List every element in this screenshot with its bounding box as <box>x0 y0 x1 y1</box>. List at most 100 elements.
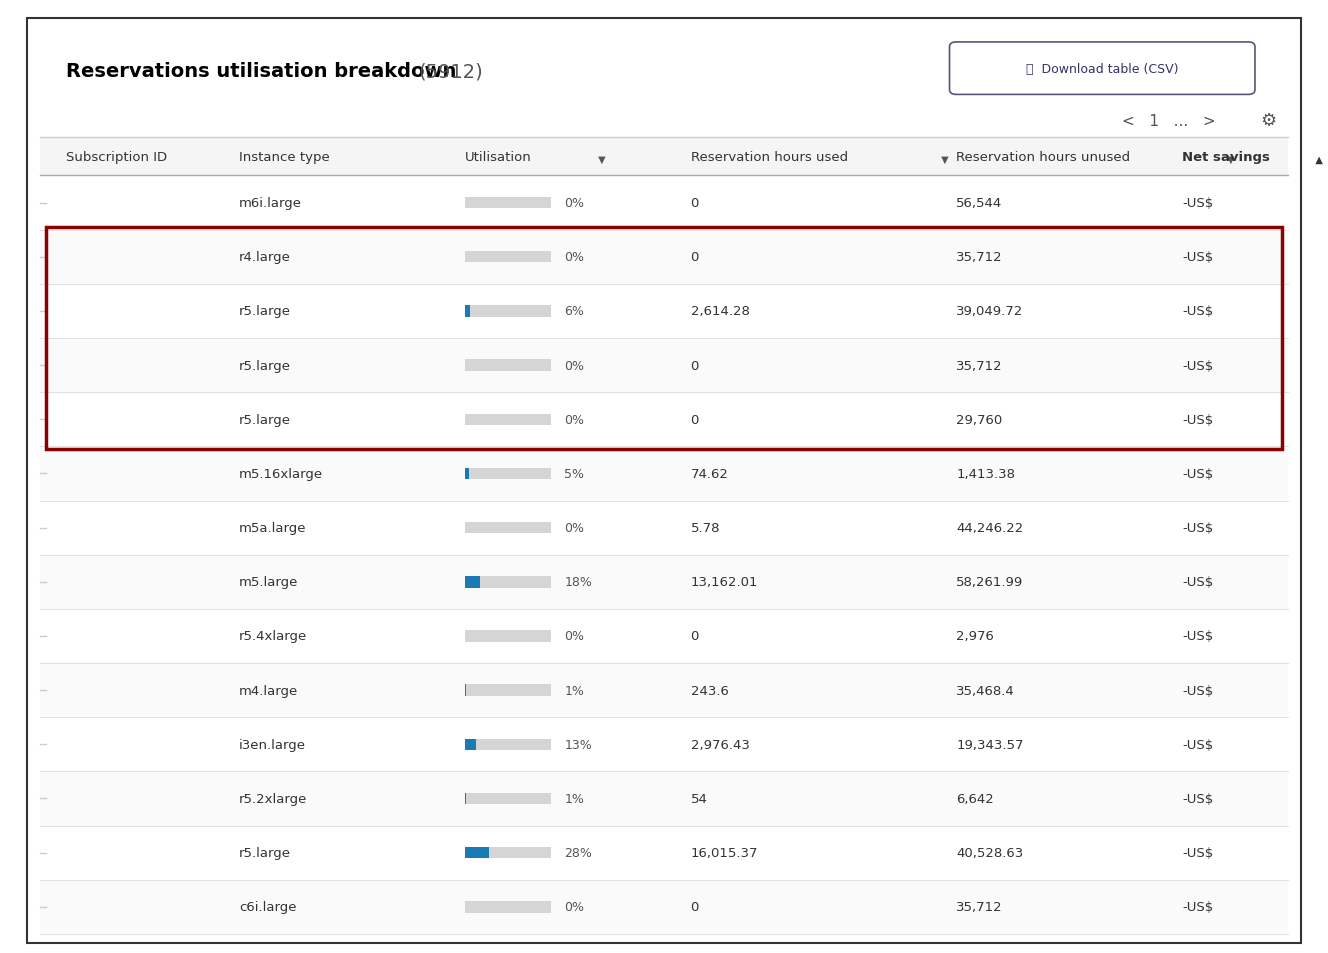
Text: 19,343.57: 19,343.57 <box>956 738 1024 751</box>
Text: 1,413.38: 1,413.38 <box>956 468 1015 480</box>
Bar <box>465 684 551 696</box>
Text: 0: 0 <box>691 251 699 264</box>
Text: 58,261.99: 58,261.99 <box>956 576 1024 589</box>
Bar <box>465 252 551 263</box>
Text: 40,528.63: 40,528.63 <box>956 846 1024 860</box>
Bar <box>40 825 1288 880</box>
Bar <box>465 739 551 750</box>
Bar <box>465 902 551 913</box>
Bar <box>40 176 1288 231</box>
Text: 56,544: 56,544 <box>956 197 1003 210</box>
Text: -US$: -US$ <box>1182 901 1214 913</box>
Text: Net savings: Net savings <box>1182 151 1270 164</box>
Text: 0%: 0% <box>564 359 584 373</box>
Bar <box>40 138 1288 176</box>
Text: 0%: 0% <box>564 251 584 264</box>
Text: Subscription ID: Subscription ID <box>66 151 167 164</box>
Text: ▲: ▲ <box>1312 154 1323 164</box>
Text: 35,712: 35,712 <box>956 359 1003 373</box>
Text: -US$: -US$ <box>1182 468 1214 480</box>
Text: 13%: 13% <box>564 738 592 751</box>
Text: Instance type: Instance type <box>239 151 329 164</box>
Text: m4.large: m4.large <box>239 684 299 697</box>
Text: 5%: 5% <box>564 468 584 480</box>
Bar <box>40 501 1288 555</box>
Text: 29,760: 29,760 <box>956 414 1003 426</box>
Text: 6%: 6% <box>564 305 584 318</box>
Bar <box>40 231 1288 285</box>
Text: ⤓  Download table (CSV): ⤓ Download table (CSV) <box>1027 63 1178 75</box>
Text: -US$: -US$ <box>1182 521 1214 535</box>
Bar <box>40 880 1288 934</box>
Text: m5a.large: m5a.large <box>239 521 307 535</box>
Text: 1%: 1% <box>564 684 584 697</box>
Bar <box>465 522 551 534</box>
Text: -US$: -US$ <box>1182 576 1214 589</box>
Bar <box>465 197 551 209</box>
Text: 0%: 0% <box>564 414 584 426</box>
Bar <box>40 447 1288 501</box>
Text: 1%: 1% <box>564 792 584 805</box>
Bar <box>465 631 551 642</box>
Text: -US$: -US$ <box>1182 684 1214 697</box>
Text: 0%: 0% <box>564 197 584 210</box>
Text: r5.4xlarge: r5.4xlarge <box>239 630 307 642</box>
Bar <box>40 772 1288 825</box>
Bar <box>465 468 551 479</box>
Text: 16,015.37: 16,015.37 <box>691 846 758 860</box>
Text: 243.6: 243.6 <box>691 684 729 697</box>
Bar <box>465 793 551 804</box>
Bar <box>40 609 1288 663</box>
Bar <box>40 663 1288 718</box>
Text: 74.62: 74.62 <box>691 468 729 480</box>
Text: ▼: ▼ <box>938 154 948 164</box>
Text: -US$: -US$ <box>1182 630 1214 642</box>
Text: r5.large: r5.large <box>239 414 291 426</box>
Text: -US$: -US$ <box>1182 197 1214 210</box>
Text: (5912): (5912) <box>418 62 483 81</box>
Text: 0: 0 <box>691 359 699 373</box>
Bar <box>465 847 551 859</box>
Text: 44,246.22: 44,246.22 <box>956 521 1024 535</box>
Text: i3en.large: i3en.large <box>239 738 305 751</box>
Text: 6,642: 6,642 <box>956 792 993 805</box>
Text: Reservations utilisation breakdown: Reservations utilisation breakdown <box>66 62 457 81</box>
Text: ⚙: ⚙ <box>1260 112 1276 130</box>
Bar <box>40 285 1288 338</box>
Bar <box>46 228 1282 450</box>
Text: 0: 0 <box>691 630 699 642</box>
Text: 2,614.28: 2,614.28 <box>691 305 749 318</box>
Text: 35,712: 35,712 <box>956 251 1003 264</box>
Text: r5.large: r5.large <box>239 305 291 318</box>
Bar <box>465 577 481 588</box>
Text: 5.78: 5.78 <box>691 521 720 535</box>
Text: <   1   ...   >: < 1 ... > <box>1122 113 1215 129</box>
Bar <box>465 360 551 372</box>
Bar <box>465 306 551 317</box>
Text: r5.large: r5.large <box>239 359 291 373</box>
Text: Reservation hours unused: Reservation hours unused <box>956 151 1130 164</box>
Text: r5.2xlarge: r5.2xlarge <box>239 792 307 805</box>
Text: r5.large: r5.large <box>239 846 291 860</box>
Text: m5.large: m5.large <box>239 576 299 589</box>
Text: 0%: 0% <box>564 630 584 642</box>
Text: 35,468.4: 35,468.4 <box>956 684 1015 697</box>
Bar <box>465 306 470 317</box>
Text: 2,976.43: 2,976.43 <box>691 738 749 751</box>
Text: 13,162.01: 13,162.01 <box>691 576 758 589</box>
Bar <box>40 338 1288 393</box>
Text: Utilisation: Utilisation <box>465 151 531 164</box>
Bar <box>465 415 551 426</box>
Text: 0%: 0% <box>564 901 584 913</box>
Text: -US$: -US$ <box>1182 414 1214 426</box>
Text: 35,712: 35,712 <box>956 901 1003 913</box>
Bar <box>465 468 469 479</box>
Bar <box>465 739 475 750</box>
Text: 0%: 0% <box>564 521 584 535</box>
Text: -US$: -US$ <box>1182 792 1214 805</box>
Text: 0: 0 <box>691 197 699 210</box>
Text: ▼: ▼ <box>595 154 606 164</box>
Text: -US$: -US$ <box>1182 305 1214 318</box>
Text: ▼: ▼ <box>1224 154 1235 164</box>
Text: -US$: -US$ <box>1182 251 1214 264</box>
